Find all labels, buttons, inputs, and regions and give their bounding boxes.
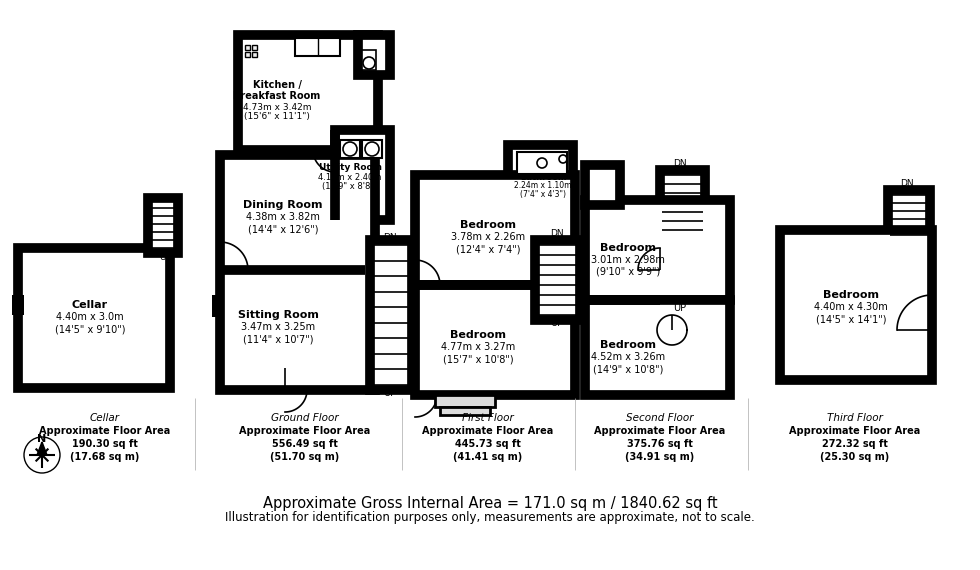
- Text: Approximate Floor Area: Approximate Floor Area: [595, 426, 725, 436]
- Text: (51.70 sq m): (51.70 sq m): [270, 452, 340, 462]
- Text: (14'4" x 12'6"): (14'4" x 12'6"): [248, 224, 318, 234]
- Text: Dining Room: Dining Room: [243, 200, 322, 210]
- Text: 3.47m x 3.25m: 3.47m x 3.25m: [241, 322, 315, 332]
- Text: Bedroom: Bedroom: [600, 340, 656, 350]
- Text: Approximate Floor Area: Approximate Floor Area: [239, 426, 370, 436]
- Text: Illustration for identification purposes only, measurements are approximate, not: Illustration for identification purposes…: [225, 511, 755, 524]
- Text: Approximate Floor Area: Approximate Floor Area: [422, 426, 554, 436]
- Text: 375.76 sq ft: 375.76 sq ft: [627, 439, 693, 449]
- Text: (13'9" x 8'8"): (13'9" x 8'8"): [322, 182, 377, 192]
- Text: DN: DN: [383, 234, 397, 242]
- Bar: [415, 175, 575, 285]
- Text: (17.68 sq m): (17.68 sq m): [71, 452, 140, 462]
- Text: UP: UP: [551, 318, 564, 328]
- Bar: [535, 240, 580, 320]
- Bar: [358, 35, 390, 75]
- Text: DN: DN: [673, 158, 687, 168]
- Text: (7'4" x 4'3"): (7'4" x 4'3"): [520, 190, 566, 200]
- Text: 556.49 sq ft: 556.49 sq ft: [272, 439, 338, 449]
- Text: Bedroom: Bedroom: [450, 330, 506, 340]
- Bar: [660, 170, 705, 235]
- Bar: [295, 38, 340, 56]
- Text: First Floor: First Floor: [463, 413, 514, 423]
- Bar: [415, 285, 575, 395]
- Text: Sitting Room: Sitting Room: [237, 310, 318, 320]
- Text: UP: UP: [383, 388, 397, 398]
- Text: Bedroom: Bedroom: [460, 220, 516, 230]
- Text: 4.52m x 3.26m: 4.52m x 3.26m: [591, 352, 665, 362]
- Text: (25.30 sq m): (25.30 sq m): [820, 452, 890, 462]
- Bar: [252, 52, 257, 57]
- Text: DN: DN: [550, 229, 564, 238]
- Text: (14'5" x 9'10"): (14'5" x 9'10"): [55, 324, 125, 334]
- Text: 3.01m x 2.98m: 3.01m x 2.98m: [591, 255, 665, 265]
- Text: (14'9" x 10'8"): (14'9" x 10'8"): [593, 364, 663, 374]
- Bar: [148, 198, 178, 253]
- Bar: [362, 50, 376, 70]
- Bar: [238, 35, 378, 150]
- Bar: [578, 240, 588, 258]
- Text: Second Floor: Second Floor: [626, 413, 694, 423]
- Bar: [585, 300, 730, 395]
- Text: Third Floor: Third Floor: [827, 413, 883, 423]
- Bar: [585, 165, 620, 205]
- Text: 272.32 sq ft: 272.32 sq ft: [822, 439, 888, 449]
- Text: 4.40m x 4.30m: 4.40m x 4.30m: [814, 302, 888, 312]
- Bar: [335, 130, 390, 220]
- Bar: [340, 140, 360, 158]
- Text: 4.38m x 3.82m: 4.38m x 3.82m: [246, 212, 319, 222]
- Text: 190.30 sq ft: 190.30 sq ft: [73, 439, 138, 449]
- Text: Cellar: Cellar: [90, 413, 120, 423]
- Polygon shape: [37, 442, 47, 455]
- Text: Utility Room: Utility Room: [318, 164, 381, 173]
- Text: Cellar: Cellar: [72, 300, 108, 310]
- Text: 2.24m x 1.10m: 2.24m x 1.10m: [514, 181, 571, 190]
- Bar: [585, 200, 730, 300]
- Text: 445.73 sq ft: 445.73 sq ft: [455, 439, 521, 449]
- Text: 4.18m x 2.40m: 4.18m x 2.40m: [318, 173, 381, 182]
- Bar: [12, 295, 24, 315]
- Text: UP: UP: [159, 254, 171, 263]
- Text: Approximate Floor Area: Approximate Floor Area: [789, 426, 920, 436]
- Bar: [252, 45, 257, 50]
- Text: (14'5" x 14'1"): (14'5" x 14'1"): [815, 314, 886, 324]
- Text: (15'7" x 10'8"): (15'7" x 10'8"): [443, 354, 514, 364]
- Text: 3.78m x 2.26m: 3.78m x 2.26m: [451, 232, 525, 242]
- Text: (15'6" x 11'1"): (15'6" x 11'1"): [244, 112, 310, 121]
- Text: Bedroom: Bedroom: [600, 243, 656, 253]
- Bar: [370, 240, 412, 390]
- Text: Kitchen /: Kitchen /: [253, 80, 302, 90]
- Bar: [440, 407, 490, 415]
- Bar: [362, 140, 382, 158]
- Text: Bedroom: Bedroom: [823, 290, 879, 300]
- Bar: [245, 45, 250, 50]
- Bar: [435, 395, 495, 407]
- Text: (12'4" x 7'4"): (12'4" x 7'4"): [456, 244, 520, 254]
- Text: 4.73m x 3.42m: 4.73m x 3.42m: [243, 103, 312, 112]
- Bar: [220, 155, 375, 390]
- Text: UP: UP: [673, 303, 687, 313]
- Text: DN: DN: [901, 178, 913, 188]
- Text: Breakfast Room: Breakfast Room: [233, 91, 320, 101]
- Bar: [212, 295, 224, 317]
- Bar: [18, 248, 170, 388]
- Bar: [517, 152, 567, 174]
- Text: 4.40m x 3.0m: 4.40m x 3.0m: [56, 312, 123, 322]
- Text: N: N: [37, 434, 47, 444]
- Text: (9'10" x 9'9"): (9'10" x 9'9"): [596, 267, 661, 277]
- Bar: [780, 230, 932, 380]
- Bar: [888, 190, 930, 240]
- Text: (11'4" x 10'7"): (11'4" x 10'7"): [243, 334, 314, 344]
- Text: (41.41 sq m): (41.41 sq m): [454, 452, 522, 462]
- Bar: [245, 52, 250, 57]
- Text: Ground Floor: Ground Floor: [271, 413, 339, 423]
- Text: Approximate Gross Internal Area = 171.0 sq m / 1840.62 sq ft: Approximate Gross Internal Area = 171.0 …: [263, 496, 717, 511]
- Text: 4.77m x 3.27m: 4.77m x 3.27m: [441, 342, 515, 352]
- Text: (34.91 sq m): (34.91 sq m): [625, 452, 695, 462]
- Text: Approximate Floor Area: Approximate Floor Area: [39, 426, 171, 436]
- Bar: [508, 145, 573, 205]
- Text: Bathroom: Bathroom: [519, 173, 566, 181]
